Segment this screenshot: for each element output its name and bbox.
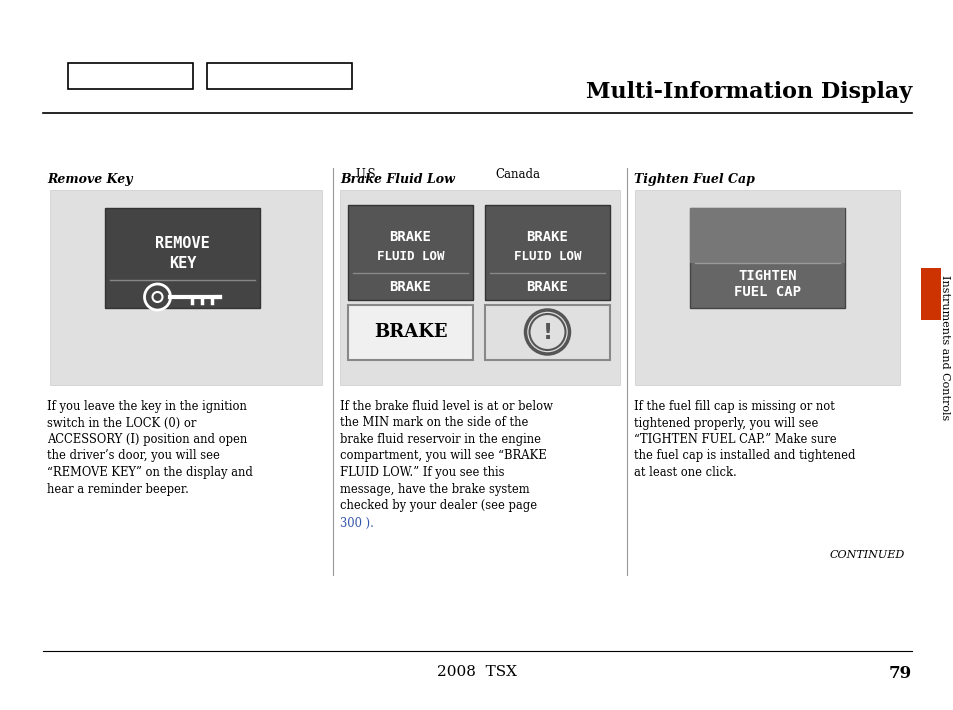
Bar bbox=[339, 190, 619, 385]
Text: BRAKE: BRAKE bbox=[389, 230, 431, 244]
Text: FUEL CAP: FUEL CAP bbox=[733, 285, 801, 299]
Text: U.S.: U.S. bbox=[355, 168, 378, 182]
Circle shape bbox=[152, 292, 162, 302]
Bar bbox=[484, 305, 609, 360]
Text: BRAKE: BRAKE bbox=[389, 280, 431, 294]
Bar bbox=[635, 190, 899, 385]
Bar bbox=[50, 190, 322, 385]
Bar bbox=[68, 63, 193, 89]
Text: Multi-Information Display: Multi-Information Display bbox=[585, 81, 911, 103]
Text: FLUID LOW: FLUID LOW bbox=[514, 251, 580, 263]
Bar bbox=[207, 63, 352, 89]
Text: Canada: Canada bbox=[495, 168, 539, 182]
Circle shape bbox=[525, 310, 569, 354]
Text: 79: 79 bbox=[888, 665, 911, 682]
Text: Instruments and Controls: Instruments and Controls bbox=[939, 275, 949, 420]
Text: !: ! bbox=[542, 323, 552, 343]
Text: Brake Fluid Low: Brake Fluid Low bbox=[339, 173, 455, 186]
Bar bbox=[105, 208, 260, 308]
Text: If the brake fluid level is at or below
the MIN mark on the side of the
brake fl: If the brake fluid level is at or below … bbox=[339, 400, 553, 512]
Text: BRAKE: BRAKE bbox=[526, 280, 568, 294]
Bar bbox=[920, 268, 940, 320]
Text: FLUID LOW: FLUID LOW bbox=[376, 251, 444, 263]
Bar bbox=[484, 205, 609, 300]
Text: If the fuel fill cap is missing or not
tightened properly, you will see
“TIGHTEN: If the fuel fill cap is missing or not t… bbox=[634, 400, 855, 479]
Text: Remove Key: Remove Key bbox=[47, 173, 132, 186]
Bar bbox=[348, 305, 473, 360]
Text: Tighten Fuel Cap: Tighten Fuel Cap bbox=[634, 173, 754, 186]
Text: If you leave the key in the ignition
switch in the LOCK (0) or
ACCESSORY (I) pos: If you leave the key in the ignition swi… bbox=[47, 400, 253, 496]
Text: KEY: KEY bbox=[169, 256, 196, 271]
Text: REMOVE: REMOVE bbox=[155, 236, 210, 251]
Bar bbox=[689, 208, 844, 263]
Text: BRAKE: BRAKE bbox=[374, 323, 447, 341]
Text: 300 ).: 300 ). bbox=[339, 517, 374, 530]
Bar bbox=[689, 208, 844, 308]
Text: 2008  TSX: 2008 TSX bbox=[436, 665, 517, 679]
Text: CONTINUED: CONTINUED bbox=[829, 550, 904, 560]
Bar bbox=[348, 205, 473, 300]
Text: BRAKE: BRAKE bbox=[526, 230, 568, 244]
Text: TIGHTEN: TIGHTEN bbox=[738, 269, 796, 283]
